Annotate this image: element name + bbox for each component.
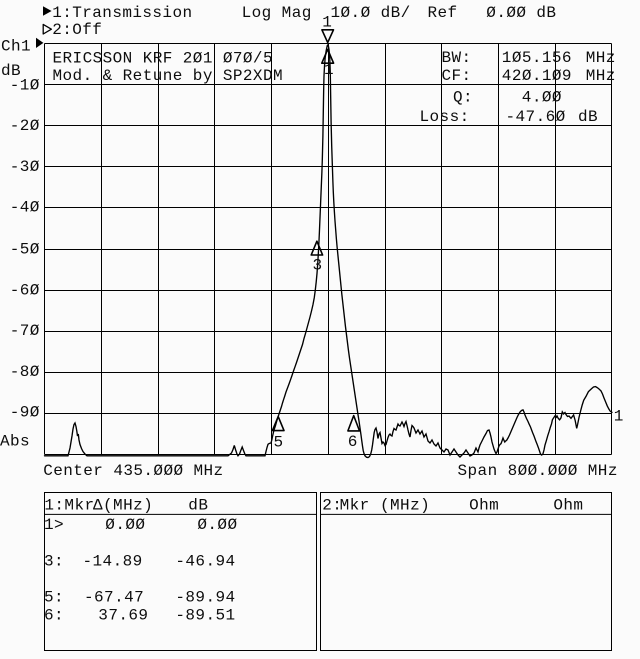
svg-text:-6Ø: -6Ø [10, 281, 40, 299]
svg-text:5:: 5: [44, 588, 64, 606]
svg-text:Loss:: Loss: [420, 108, 470, 126]
svg-text:MHz: MHz [586, 67, 616, 85]
svg-text:2:: 2: [322, 496, 342, 514]
svg-text:dB: dB [578, 108, 598, 126]
svg-text:Log Mag: Log Mag [242, 4, 312, 22]
svg-text:-89.51: -89.51 [175, 606, 235, 624]
svg-text:-3Ø: -3Ø [10, 158, 40, 176]
svg-text:-1Ø: -1Ø [10, 76, 40, 94]
svg-text:2:Off: 2:Off [52, 21, 102, 39]
svg-text:1:Mkr: 1:Mkr [44, 496, 94, 514]
svg-text:1Ø.Ø dB/: 1Ø.Ø dB/ [331, 4, 411, 22]
svg-text:-47.6Ø: -47.6Ø [506, 108, 566, 126]
svg-text:Ohm: Ohm [469, 496, 499, 514]
svg-text:1: 1 [614, 407, 624, 425]
svg-text:Span 8ØØ.ØØØ MHz: Span 8ØØ.ØØØ MHz [458, 462, 618, 480]
svg-text:-46.94: -46.94 [175, 552, 235, 570]
svg-text:3:: 3: [44, 552, 64, 570]
svg-text:Ohm: Ohm [553, 496, 583, 514]
svg-text:-5Ø: -5Ø [10, 241, 40, 259]
svg-text:Mod. & Retune by SP2XDM: Mod. & Retune by SP2XDM [53, 67, 284, 85]
svg-text:-7Ø: -7Ø [10, 322, 40, 340]
svg-text:6:: 6: [44, 606, 64, 624]
svg-text:ERICSSON KRF 2Ø1 Ø7Ø/5: ERICSSON KRF 2Ø1 Ø7Ø/5 [53, 49, 273, 67]
svg-text:Mkr: Mkr [340, 496, 370, 514]
svg-text:42Ø.1Ø9: 42Ø.1Ø9 [502, 67, 572, 85]
svg-text:-14.89: -14.89 [83, 552, 143, 570]
svg-text:-4Ø: -4Ø [10, 199, 40, 217]
svg-text:-2Ø: -2Ø [10, 117, 40, 135]
svg-text:-8Ø: -8Ø [10, 363, 40, 381]
svg-text:5: 5 [274, 434, 284, 452]
svg-text:1>: 1> [44, 516, 64, 534]
svg-text:Δ(MHz): Δ(MHz) [93, 496, 153, 514]
svg-text:Ch1: Ch1 [1, 38, 31, 56]
svg-text:dB: dB [188, 496, 208, 514]
svg-text:CF:: CF: [442, 67, 472, 85]
svg-text:Ø.ØØ dB: Ø.ØØ dB [486, 4, 556, 22]
svg-text:Center 435.ØØØ MHz: Center 435.ØØØ MHz [43, 462, 223, 480]
svg-text:-9Ø: -9Ø [10, 404, 40, 422]
svg-text:Ref: Ref [428, 4, 458, 22]
svg-text:Q:: Q: [453, 89, 473, 107]
svg-text:Ø.ØØ: Ø.ØØ [197, 516, 237, 534]
svg-text:3: 3 [313, 257, 323, 275]
svg-text:4.ØØ: 4.ØØ [522, 89, 562, 107]
svg-text:-89.94: -89.94 [175, 588, 235, 606]
svg-text:MHz: MHz [586, 49, 616, 67]
svg-text:1: 1 [324, 61, 334, 79]
svg-text:dB: dB [1, 62, 21, 80]
svg-text:1: 1 [322, 14, 332, 32]
svg-text:Ø.ØØ: Ø.ØØ [105, 516, 145, 534]
svg-text:Abs: Abs [0, 433, 30, 451]
svg-text:37.69: 37.69 [98, 606, 148, 624]
svg-text:6: 6 [348, 433, 358, 451]
svg-text:1Ø5.156: 1Ø5.156 [502, 49, 572, 67]
svg-text:-67.47: -67.47 [84, 588, 144, 606]
svg-text:BW:: BW: [442, 49, 472, 67]
svg-text:(MHz): (MHz) [380, 496, 430, 514]
svg-text:1:Transmission: 1:Transmission [52, 4, 192, 22]
